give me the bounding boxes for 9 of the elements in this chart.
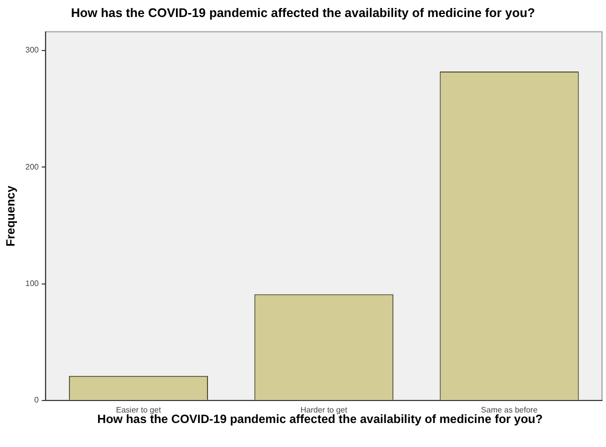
y-tick-label: 100: [25, 278, 40, 288]
y-tick-label: 0: [34, 396, 40, 405]
chart-title: How has the COVID-19 pandemic affected the availability of medicine for you?: [70, 6, 536, 20]
x-tick-label: Harder to get: [300, 405, 348, 414]
y-tick-label: 300: [25, 46, 40, 55]
x-tick-label: Same as before: [481, 405, 538, 414]
y-tick-label: 200: [25, 162, 40, 172]
y-axis-title: Frequency: [4, 185, 18, 246]
x-tick-label: Easier to get: [116, 405, 162, 414]
